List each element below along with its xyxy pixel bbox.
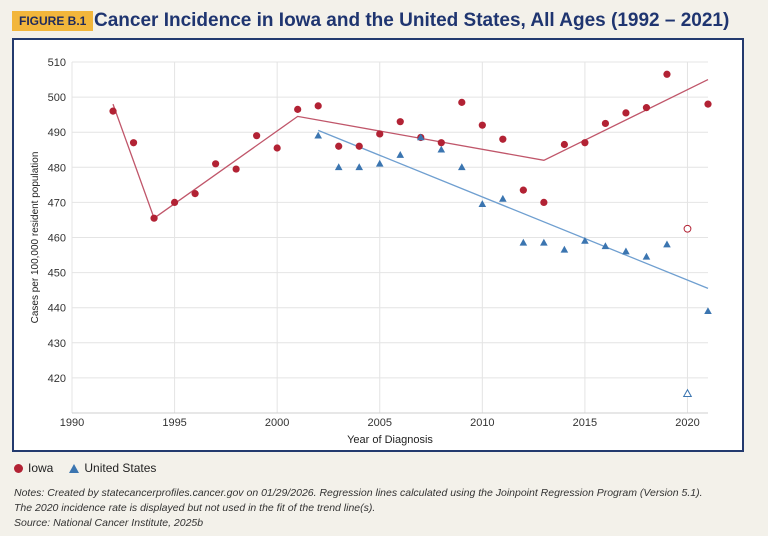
x-tick-label: 2020 xyxy=(675,417,699,429)
data-point-iowa xyxy=(191,190,199,198)
legend-label-us: United States xyxy=(84,461,157,475)
data-point-iowa xyxy=(355,142,363,150)
data-point-iowa xyxy=(335,142,343,150)
data-point-iowa xyxy=(437,139,445,147)
y-tick-label: 510 xyxy=(48,57,66,69)
y-tick-label: 440 xyxy=(48,303,66,315)
legend-item-us: United States xyxy=(69,461,156,475)
data-point-iowa xyxy=(232,165,240,173)
data-point-iowa xyxy=(478,121,486,129)
data-point-united-states xyxy=(416,133,425,141)
data-point-united-states xyxy=(663,240,671,248)
data-point-iowa xyxy=(560,140,568,149)
figure-badge: FIGURE B.1 xyxy=(12,11,94,31)
x-tick-label: 2015 xyxy=(573,417,597,429)
data-point-united-states xyxy=(540,238,548,246)
data-point-united-states xyxy=(458,163,466,171)
data-point-united-states xyxy=(560,245,569,253)
data-point-iowa xyxy=(499,135,507,143)
y-tick-label: 490 xyxy=(48,127,66,139)
trend-line-united-states xyxy=(317,129,709,290)
triangle-marker-icon xyxy=(69,463,80,473)
data-point-iowa xyxy=(704,100,712,108)
data-point-united-states xyxy=(499,194,507,202)
chart-legend: Iowa United States xyxy=(14,461,166,475)
data-point-iowa xyxy=(601,119,610,128)
data-point-united-states xyxy=(396,151,405,158)
notes-line-3: Source: National Cancer Institute, 2025b xyxy=(14,517,204,529)
data-point-iowa xyxy=(314,102,322,110)
data-point-united-states xyxy=(642,252,651,260)
chart-frame: 420 430 440 450 460 470 480 490 500 510 1990 1995 20… xyxy=(12,38,744,452)
figure-title: Cancer Incidence in Iowa and the United … xyxy=(94,10,730,31)
data-point-iowa xyxy=(294,105,302,113)
data-point-iowa xyxy=(581,139,589,147)
data-point-united-states xyxy=(375,159,384,167)
data-point-united-states-excluded xyxy=(682,388,693,397)
y-tick-label: 420 xyxy=(48,373,66,385)
data-point-iowa xyxy=(540,198,548,206)
data-point-united-states xyxy=(581,237,589,244)
legend-item-iowa: Iowa xyxy=(14,461,53,475)
circle-marker-icon xyxy=(14,463,23,473)
data-point-united-states xyxy=(601,242,610,250)
data-point-united-states xyxy=(334,163,343,171)
notes-line-1: Notes: Created by statecancerprofiles.ca… xyxy=(14,487,703,499)
data-point-united-states xyxy=(478,200,487,207)
trend-line-iowa xyxy=(112,79,709,220)
y-tick-label: 480 xyxy=(48,162,66,174)
data-point-united-states xyxy=(437,145,446,153)
data-point-iowa-excluded xyxy=(683,224,692,233)
data-point-iowa xyxy=(273,144,281,152)
data-point-iowa xyxy=(458,98,466,106)
data-point-iowa xyxy=(129,139,138,147)
x-tick-label: 1995 xyxy=(162,417,186,429)
x-tick-label: 2005 xyxy=(367,417,391,429)
data-point-iowa xyxy=(642,104,651,112)
x-axis-label: Year of Diagnosis xyxy=(347,434,433,446)
data-point-iowa xyxy=(663,70,671,78)
y-tick-label: 460 xyxy=(48,233,66,245)
figure-header: FIGURE B.1 Cancer Incidence in Iowa and … xyxy=(12,8,756,34)
data-point-united-states xyxy=(622,247,630,255)
data-point-iowa xyxy=(396,118,404,126)
y-tick-label: 470 xyxy=(48,197,66,209)
data-point-iowa xyxy=(170,198,179,206)
x-tick-label: 1990 xyxy=(60,417,84,429)
y-tick-label: 430 xyxy=(48,338,66,350)
y-tick-label: 500 xyxy=(48,92,66,104)
y-tick-label: 450 xyxy=(48,268,66,280)
data-point-iowa xyxy=(109,107,117,115)
figure-notes: Notes: Created by statecancerprofiles.ca… xyxy=(14,486,703,531)
chart-svg: 420 430 440 450 460 470 480 490 500 510 1990 1995 20… xyxy=(30,57,712,446)
data-point-iowa xyxy=(519,186,527,194)
x-tick-label: 2000 xyxy=(265,417,289,429)
data-point-united-states xyxy=(704,307,712,315)
legend-label-iowa: Iowa xyxy=(28,461,54,475)
notes-line-2: The 2020 incidence rate is displayed but… xyxy=(14,502,376,514)
data-point-iowa xyxy=(376,130,384,138)
data-point-iowa xyxy=(253,132,261,140)
data-point-iowa xyxy=(150,214,158,222)
data-point-iowa xyxy=(212,160,220,168)
x-tick-label: 2010 xyxy=(470,417,494,429)
data-point-iowa xyxy=(622,109,630,117)
data-point-united-states xyxy=(314,131,322,139)
y-axis-label: Cases per 100,000 resident population xyxy=(30,152,41,324)
data-point-united-states xyxy=(519,238,528,246)
data-point-united-states xyxy=(355,163,364,171)
